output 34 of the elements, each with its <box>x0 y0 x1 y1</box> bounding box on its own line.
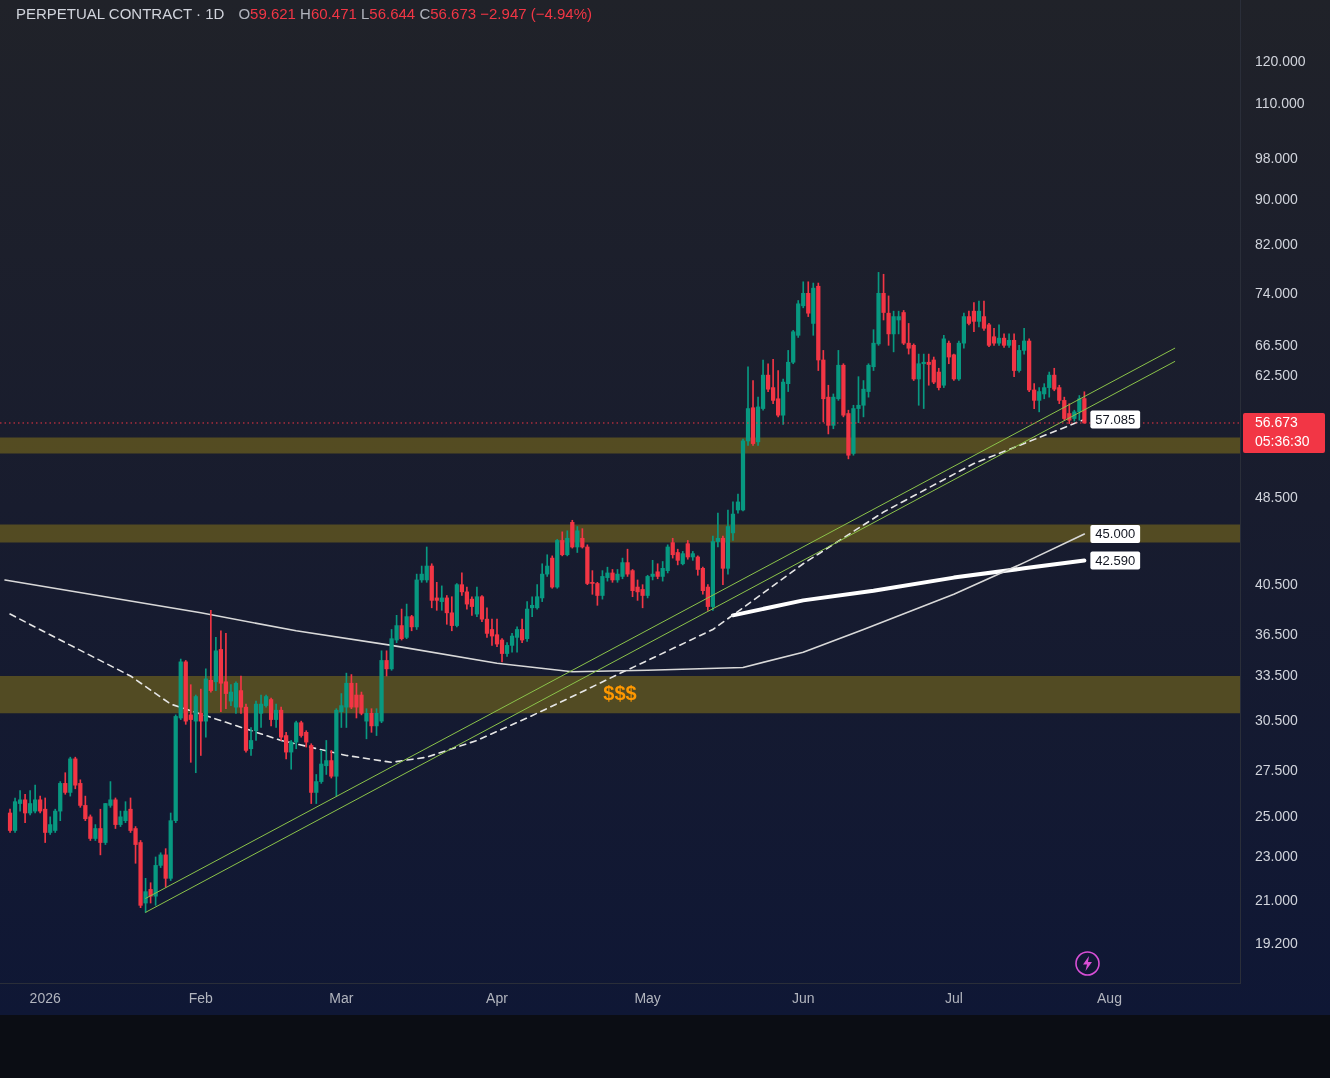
y-tick-label: 27.500 <box>1255 761 1299 778</box>
y-tick-label: 82.000 <box>1255 236 1299 253</box>
y-tick-label: 110.000 <box>1255 94 1305 111</box>
data-label: 42.590 <box>1095 552 1136 568</box>
y-tick-label: 40.500 <box>1255 575 1299 592</box>
ref-line-label: 56.673 <box>1255 413 1299 430</box>
y-tick-label: 98.000 <box>1255 150 1299 167</box>
y-tick-label: 90.000 <box>1255 191 1299 208</box>
x-tick-label: Jul <box>944 990 963 1007</box>
text: 05:36:30 <box>1255 432 1310 449</box>
y-tick-label: 21.000 <box>1255 891 1299 908</box>
chart-title: PERPETUAL CONTRACT · 1D <box>16 5 225 23</box>
y-tick-label: 23.000 <box>1255 847 1299 864</box>
y-tick-label: 19.200 <box>1255 934 1299 951</box>
y-tick-label: 33.500 <box>1255 666 1299 683</box>
band-label: $$$ <box>603 682 637 705</box>
y-tick-label: 66.500 <box>1255 336 1299 353</box>
x-tick-label: 2026 <box>29 990 61 1007</box>
y-tick-label: 120.000 <box>1255 52 1306 69</box>
x-tick-label: Feb <box>188 990 214 1007</box>
x-tick-label: May <box>634 990 661 1007</box>
data-label: 57.085 <box>1095 411 1136 427</box>
y-tick-label: 48.500 <box>1255 488 1299 505</box>
y-tick-label: 25.000 <box>1255 807 1299 824</box>
y-tick-label: 36.500 <box>1255 625 1299 642</box>
x-tick-label: Jun <box>791 990 815 1007</box>
x-tick-label: Mar <box>329 990 354 1007</box>
x-tick-label: Aug <box>1097 990 1122 1007</box>
y-tick-label: 62.500 <box>1255 366 1299 383</box>
data-label: 45.000 <box>1095 526 1136 542</box>
y-tick-label: 30.500 <box>1255 712 1299 728</box>
y-tick-label: 74.000 <box>1255 285 1299 302</box>
chart-subtitle: O59.621 H60.471 L56.644 C56.673 −2.947 (−4.94%) <box>238 5 593 22</box>
x-tick-label: Apr <box>486 990 509 1007</box>
